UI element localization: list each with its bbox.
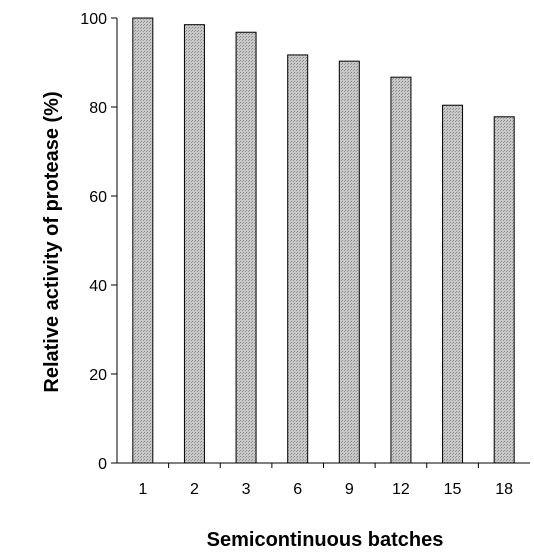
x-tick-label: 6 [293,481,302,498]
axes-group [111,17,530,468]
bar-batch-3 [235,31,257,464]
y-tick-label: 100 [80,11,107,28]
y-tick-labels: 0 20 40 60 80 100 [80,11,107,473]
y-tick-label: 60 [89,189,107,206]
bar-batch-6 [287,54,309,464]
bar-batch-15 [442,104,464,464]
x-tick-label: 15 [444,481,462,498]
bar-batch-9 [338,60,360,464]
x-tick-label: 18 [495,481,513,498]
x-tick-label: 1 [138,481,147,498]
x-axis-title: Semicontinuous batches [207,529,444,551]
y-tick-label: 40 [89,278,107,295]
bar-batch-2 [183,24,205,464]
x-tick-label: 3 [242,481,251,498]
x-tick-label: 9 [345,481,354,498]
x-tick-label: 2 [190,481,199,498]
y-tick-label: 20 [89,367,107,384]
x-tick-label: 12 [392,481,410,498]
bars-group [132,17,515,464]
x-tick-labels: 1 2 3 6 9 12 15 18 [138,481,513,498]
y-tick-label: 0 [98,456,107,473]
y-tick-label: 80 [89,100,107,117]
bar-batch-1 [132,17,154,464]
y-axis-title: Relative activity of protease (%) [41,91,63,392]
bar-batch-18 [493,116,515,464]
bar-batch-12 [390,76,412,464]
